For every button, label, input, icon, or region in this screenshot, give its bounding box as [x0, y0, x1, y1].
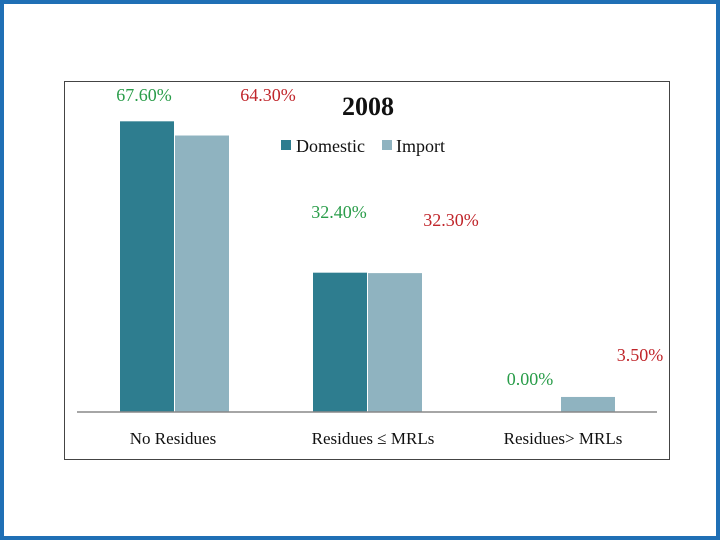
bar-import-2: [561, 396, 615, 412]
data-label-import-1: 32.30%: [423, 210, 479, 230]
category-label-1: Residues ≤ MRLs: [312, 429, 435, 448]
category-label-2: Residues> MRLs: [504, 429, 623, 448]
legend-swatch-domestic: [281, 140, 291, 150]
bar-import-0: [175, 135, 229, 412]
data-label-domestic-2: 0.00%: [507, 369, 554, 389]
legend: Domestic Import: [281, 136, 445, 156]
chart-title: 2008: [342, 92, 394, 121]
bar-domestic-0: [120, 121, 174, 412]
category-label-0: No Residues: [130, 429, 216, 448]
bar-domestic-1: [313, 272, 367, 412]
legend-label-domestic: Domestic: [296, 136, 365, 156]
bar-chart: 2008 Domestic Import 67.60% 64.30% 32.40% 3…: [77, 85, 664, 448]
bar-import-1: [368, 273, 422, 412]
data-label-import-2: 3.50%: [617, 345, 664, 365]
legend-label-import: Import: [396, 136, 445, 156]
legend-swatch-import: [382, 140, 392, 150]
data-label-domestic-0: 67.60%: [116, 85, 172, 105]
data-label-import-0: 64.30%: [240, 85, 296, 105]
data-label-domestic-1: 32.40%: [311, 202, 367, 222]
